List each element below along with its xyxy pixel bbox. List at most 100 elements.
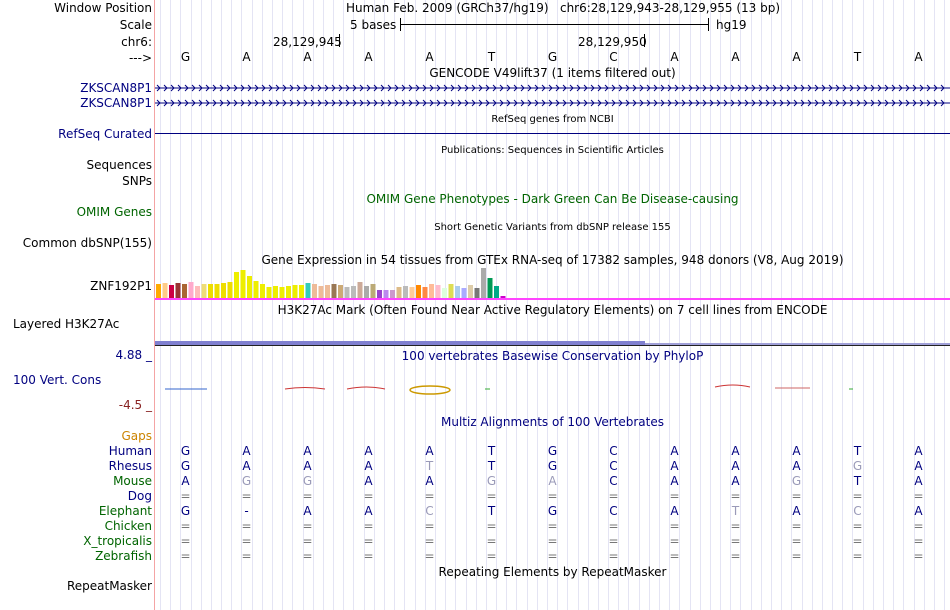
grid-line — [700, 0, 701, 610]
dbsnp-title[interactable]: Short Genetic Variants from dbSNP releas… — [434, 222, 671, 233]
strand-arrow — [709, 99, 714, 107]
gtex-tissue-bar[interactable] — [162, 283, 168, 298]
gtex-tissue-bar[interactable] — [240, 270, 246, 298]
strand-arrow — [779, 84, 784, 92]
gtex-tissue-bar[interactable] — [299, 285, 304, 298]
gencode-label-2[interactable]: ZKSCAN8P1 — [80, 96, 152, 110]
gtex-tissue-bar[interactable] — [305, 283, 311, 298]
alignment-base: = — [669, 549, 680, 563]
publications-label[interactable]: Sequences — [86, 158, 152, 172]
gtex-tissue-bar[interactable] — [253, 281, 259, 298]
multiz-title[interactable]: Multiz Alignments of 100 Vertebrates — [440, 415, 665, 429]
gtex-tissue-bar[interactable] — [260, 284, 265, 298]
gtex-tissue-bar[interactable] — [435, 285, 441, 298]
gencode-label-1[interactable]: ZKSCAN8P1 — [80, 81, 152, 95]
gtex-tissue-bar[interactable] — [461, 288, 467, 298]
repeatmasker-title[interactable]: Repeating Elements by RepeatMasker — [438, 565, 667, 579]
gtex-tissue-bar[interactable] — [455, 286, 460, 298]
gtex-tissue-bar[interactable] — [188, 282, 194, 298]
gtex-tissue-bar[interactable] — [273, 286, 278, 298]
gtex-tissue-bar[interactable] — [227, 282, 233, 298]
gtex-tissue-bar[interactable] — [169, 285, 174, 298]
gtex-tissue-bar[interactable] — [377, 290, 382, 298]
species-label[interactable]: X_tropicalis — [83, 534, 152, 548]
grid-line — [404, 0, 405, 610]
gtex-tissue-bar[interactable] — [201, 284, 207, 298]
gtex-tissue-bar[interactable] — [409, 287, 415, 298]
h3k27ac-title[interactable]: H3K27Ac Mark (Often Found Near Active Re… — [277, 303, 828, 317]
species-label[interactable]: Zebrafish — [95, 549, 152, 563]
gaps-label[interactable]: Gaps — [121, 429, 152, 443]
gtex-tissue-bar[interactable] — [338, 285, 343, 298]
label-window-position: Window Position — [54, 1, 152, 15]
alignment-base: = — [363, 549, 374, 563]
gtex-tissue-bar[interactable] — [383, 290, 389, 298]
gtex-tissue-bar[interactable] — [279, 287, 285, 298]
gtex-tissue-bar[interactable] — [403, 286, 408, 298]
gtex-tissue-bar[interactable] — [442, 288, 447, 298]
snps-label[interactable]: SNPs — [122, 174, 152, 188]
gtex-tissue-bar[interactable] — [312, 284, 317, 298]
species-label[interactable]: Dog — [127, 489, 152, 503]
gtex-tissue-bar[interactable] — [318, 286, 324, 298]
refseq-gene-line[interactable] — [155, 133, 950, 134]
gtex-tissue-bar[interactable] — [266, 287, 272, 298]
alignment-base: G — [547, 459, 558, 473]
publications-title[interactable]: Publications: Sequences in Scientific Ar… — [441, 145, 664, 156]
gtex-tissue-bar[interactable] — [247, 276, 252, 298]
gtex-tissue-bar[interactable] — [481, 268, 486, 298]
gtex-tissue-bar[interactable] — [500, 296, 506, 298]
refseq-label[interactable]: RefSeq Curated — [58, 127, 152, 141]
gtex-tissue-bar[interactable] — [487, 278, 493, 298]
dbsnp-label[interactable]: Common dbSNP(155) — [22, 236, 152, 250]
gtex-tissue-bar[interactable] — [416, 285, 421, 298]
gtex-tissue-bar[interactable] — [474, 288, 480, 298]
gencode-title[interactable]: GENCODE V49lift37 (1 items filtered out) — [429, 66, 676, 80]
gtex-title[interactable]: Gene Expression in 54 tissues from GTEx … — [261, 253, 844, 267]
gtex-tissue-bar[interactable] — [221, 283, 226, 298]
gtex-tissue-bar[interactable] — [429, 284, 434, 298]
gtex-gene-label[interactable]: ZNF192P1 — [90, 279, 152, 293]
omim-title[interactable]: OMIM Gene Phenotypes - Dark Green Can Be… — [366, 192, 739, 206]
phylop-label[interactable]: 100 Vert. Cons — [13, 373, 102, 387]
species-label[interactable]: Elephant — [98, 504, 152, 518]
omim-label[interactable]: OMIM Genes — [76, 205, 152, 219]
gtex-tissue-bar[interactable] — [344, 287, 350, 298]
strand-arrow — [674, 84, 679, 92]
gtex-tissue-bar[interactable] — [292, 285, 298, 298]
h3k27ac-label[interactable]: Layered H3K27Ac — [13, 317, 120, 331]
repeatmasker-label[interactable]: RepeatMasker — [66, 579, 152, 593]
refseq-title[interactable]: RefSeq genes from NCBI — [491, 114, 614, 125]
gtex-tissue-bar[interactable] — [448, 284, 454, 298]
gtex-tissue-bar[interactable] — [325, 285, 330, 298]
gtex-tissue-bar[interactable] — [370, 284, 376, 298]
gencode-gene-models[interactable] — [155, 81, 950, 111]
species-label[interactable]: Rhesus — [108, 459, 152, 473]
gtex-tissue-bar[interactable] — [208, 284, 213, 298]
gtex-tissue-bar[interactable] — [494, 286, 499, 298]
gtex-tissue-bar[interactable] — [351, 286, 356, 298]
gtex-tissue-bar[interactable] — [396, 287, 402, 298]
phylop-title[interactable]: 100 vertebrates Basewise Conservation by… — [401, 349, 704, 363]
gtex-tissue-bar[interactable] — [468, 285, 473, 298]
gtex-chart[interactable] — [155, 265, 950, 301]
gtex-tissue-bar[interactable] — [195, 286, 200, 298]
gtex-tissue-bar[interactable] — [214, 284, 220, 298]
label-strand-arrow[interactable]: ---> — [128, 51, 152, 65]
gtex-tissue-bar[interactable] — [182, 284, 187, 298]
gtex-tissue-bar[interactable] — [175, 283, 181, 298]
species-label[interactable]: Chicken — [104, 519, 152, 533]
gtex-tissue-bar[interactable] — [422, 287, 428, 298]
gtex-tissue-bar[interactable] — [357, 282, 363, 298]
gtex-tissue-bar[interactable] — [286, 286, 291, 298]
phylop-track[interactable] — [155, 378, 950, 400]
alignment-base: A — [303, 444, 312, 458]
gtex-tissue-bar[interactable] — [234, 272, 239, 298]
species-label[interactable]: Human — [108, 444, 152, 458]
gtex-tissue-bar[interactable] — [331, 284, 337, 298]
gtex-tissue-bar[interactable] — [364, 286, 369, 298]
gtex-tissue-bar[interactable] — [390, 290, 395, 298]
gtex-tissue-bar[interactable] — [156, 284, 161, 298]
species-label[interactable]: Mouse — [113, 474, 152, 488]
grid-line — [598, 0, 599, 610]
